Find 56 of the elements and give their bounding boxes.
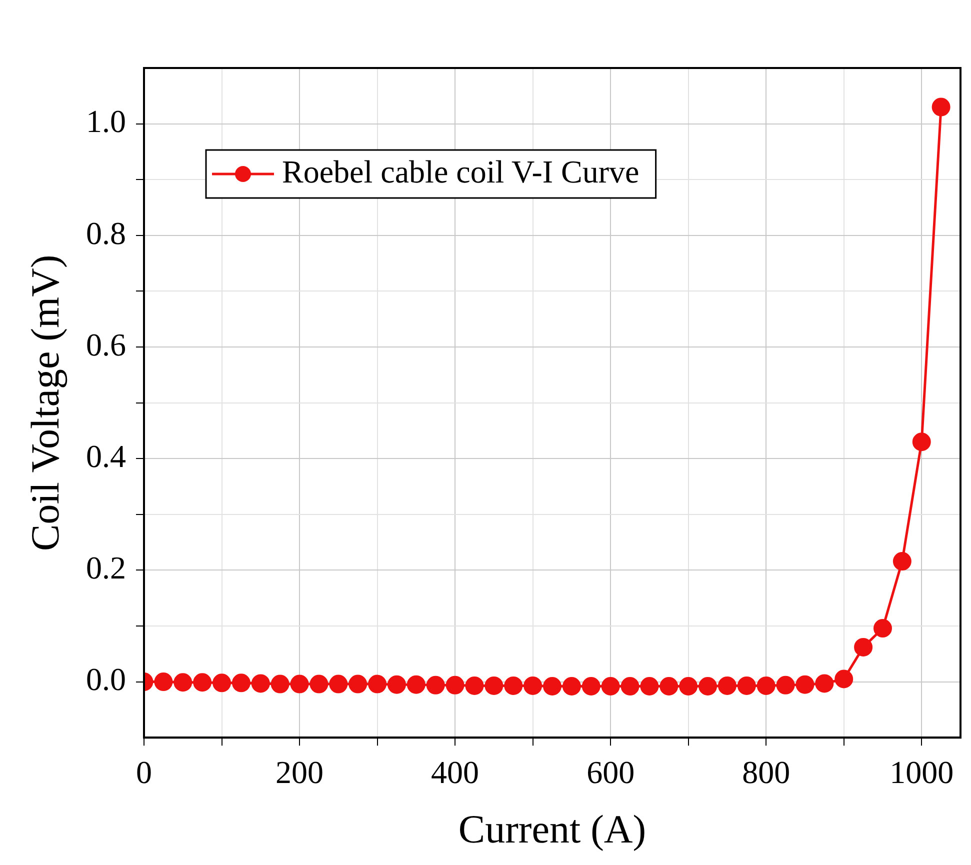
- point: [524, 676, 542, 695]
- point: [406, 675, 426, 694]
- point: [932, 98, 950, 116]
- point: [270, 674, 290, 694]
- point: [815, 674, 834, 693]
- point: [387, 675, 406, 694]
- point: [796, 675, 814, 694]
- point: [912, 432, 931, 452]
- point: [251, 674, 270, 693]
- legend-label: Roebel cable coil V-I Curve: [282, 153, 640, 190]
- y-axis-title: Coil Voltage (mV): [22, 254, 68, 551]
- point: [329, 674, 348, 694]
- point: [854, 638, 873, 656]
- point: [718, 676, 736, 695]
- point: [543, 677, 562, 696]
- x-axis-title: Current (A): [458, 806, 646, 852]
- point: [465, 676, 484, 695]
- point: [426, 676, 445, 694]
- point: [446, 676, 464, 694]
- point: [290, 674, 309, 694]
- point: [660, 677, 678, 696]
- y-tick-label: 1.0: [86, 103, 126, 140]
- point: [368, 674, 387, 694]
- point: [154, 672, 173, 692]
- x-tick-label: 800: [742, 754, 790, 790]
- x-tick-label: 400: [431, 754, 480, 790]
- point: [873, 618, 892, 638]
- point: [212, 674, 232, 692]
- point: [756, 676, 776, 695]
- point: [620, 677, 640, 696]
- y-tick-label: 0.0: [86, 661, 126, 698]
- y-tick-label: 0.8: [86, 214, 126, 251]
- point: [834, 670, 854, 688]
- point: [193, 673, 212, 692]
- point: [698, 677, 718, 696]
- y-tick-label: 0.4: [86, 438, 126, 474]
- point: [174, 673, 192, 692]
- y-tick-label: 0.6: [86, 326, 126, 362]
- x-tick-label: 600: [586, 754, 635, 790]
- point: [892, 552, 912, 571]
- point: [582, 677, 600, 696]
- point: [484, 676, 504, 695]
- point: [640, 677, 659, 696]
- point: [310, 674, 328, 694]
- point: [737, 676, 756, 695]
- point: [232, 674, 250, 692]
- point: [776, 676, 795, 694]
- x-tick-label: 1000: [890, 754, 954, 790]
- point: [562, 677, 581, 696]
- point: [504, 676, 523, 695]
- point: [601, 677, 620, 696]
- y-tick-label: 0.2: [86, 550, 126, 586]
- x-tick-label: 0: [136, 754, 152, 790]
- point: [679, 677, 698, 696]
- x-tick-label: 200: [276, 754, 324, 790]
- point: [348, 674, 368, 694]
